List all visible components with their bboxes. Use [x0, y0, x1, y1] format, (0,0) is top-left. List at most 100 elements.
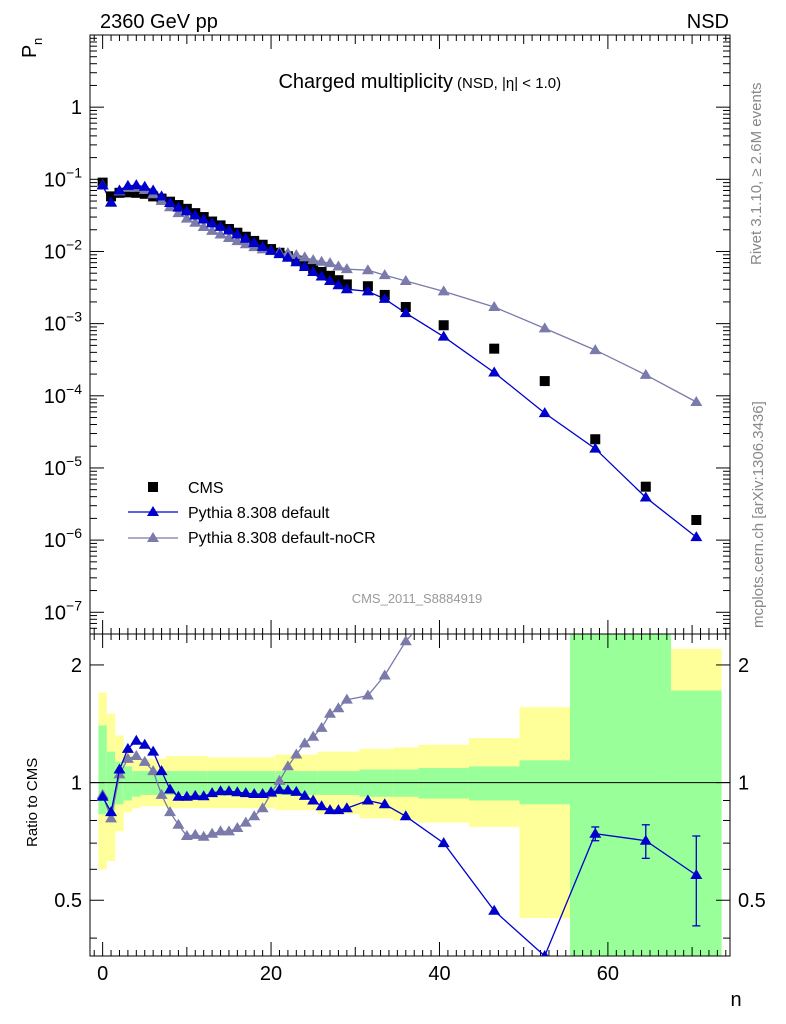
ratio-nocr-point — [340, 693, 353, 704]
pythia-point — [256, 240, 269, 251]
ratio-panel-frame — [89, 633, 731, 957]
ratio-y-tick-label-right: 1 — [738, 773, 749, 795]
ratio-nocr-point — [130, 749, 143, 760]
pythia-point — [96, 179, 109, 190]
nocr-point — [206, 224, 219, 235]
cms-point — [400, 302, 411, 313]
ratio-nocr-point — [138, 755, 151, 766]
process-label: NSD — [687, 11, 729, 33]
ratio-pythia-point — [298, 789, 311, 800]
plot-title: Charged multiplicity — [278, 71, 453, 93]
ratio-nocr-point — [488, 551, 500, 561]
ratio-nocr-point — [147, 765, 160, 776]
pythia-point — [189, 209, 202, 220]
ratio-pythia-point — [690, 869, 703, 880]
band-inner-10 — [359, 769, 394, 797]
top-panel-frame — [89, 34, 731, 635]
energy-label: 2360 GeV pp — [100, 11, 218, 33]
ratio-pythia-point — [281, 784, 294, 795]
legend-nocr-marker — [147, 532, 159, 542]
nocr-point — [180, 212, 193, 223]
legend-nocr-label: Pythia 8.308 default-noCR — [188, 530, 376, 547]
nocr-point — [361, 264, 374, 275]
ratio-nocr-point — [256, 802, 269, 813]
pythia-point — [324, 274, 336, 285]
ratio-nocr-point — [214, 825, 227, 836]
ratio-y-tick-label-right: 2 — [738, 655, 749, 677]
pythia-point — [361, 285, 374, 296]
pythia-point — [399, 307, 412, 318]
pythia-point — [121, 179, 134, 190]
ratio-pythia-point — [361, 794, 374, 805]
ratio-pythia-point — [214, 785, 227, 796]
ratio-pythia-point — [399, 810, 412, 821]
nocr-point — [239, 238, 252, 249]
band-inner-3 — [123, 766, 133, 801]
top-ylabel-group: P n — [19, 38, 45, 58]
plot-title-cut: (NSD, |η| < 1.0) — [457, 75, 561, 92]
nocr-point — [307, 254, 320, 265]
pythia-point — [589, 442, 602, 453]
nocr-point — [332, 260, 345, 271]
cms-point — [691, 515, 702, 526]
legend: CMS Pythia 8.308 default Pythia 8.308 de… — [128, 480, 376, 547]
pythia-point — [138, 180, 151, 191]
top-ylabel: P — [19, 45, 41, 58]
ratio-nocr-point — [222, 825, 235, 836]
ratio-y-tick-label-right: 0.5 — [738, 890, 766, 912]
band-inner-4 — [132, 771, 141, 797]
ratio-nocr-point — [324, 707, 336, 718]
nocr-point — [399, 274, 412, 285]
pythia-point — [172, 201, 185, 212]
nocr-point — [324, 257, 336, 268]
cms-point — [438, 320, 449, 331]
ratio-pythia-point — [378, 798, 391, 809]
nocr-point — [298, 251, 311, 262]
x-tick-label-0: 0 — [97, 963, 108, 985]
ratio-nocr-point — [180, 830, 193, 841]
top-panel-series — [96, 177, 703, 542]
ratio-pythia-point — [147, 745, 160, 756]
ratio-pythia-point — [96, 790, 109, 801]
pythia-point — [488, 366, 501, 377]
ratio-pythia-point — [138, 738, 151, 749]
legend-pythia-label: Pythia 8.308 default — [188, 505, 330, 522]
pythia-point — [639, 491, 652, 502]
top-y-tick-label: 1 — [71, 97, 82, 119]
pythia-point — [273, 248, 286, 259]
pythia-point — [239, 232, 252, 243]
pythia-point — [281, 251, 294, 262]
nocr-point — [639, 368, 652, 379]
axis-ticks: 0 20 40 60 10−7 10−6 10−5 10−4 10−3 10−2 10−1 1 0.5 0… — [44, 34, 766, 985]
pythia-point — [155, 190, 168, 201]
ratio-uncertainty-bands — [98, 634, 722, 956]
top-y-tick-label: 10−5 — [44, 453, 82, 480]
ratio-pythia-point — [172, 790, 185, 801]
pythia-point — [214, 220, 227, 231]
pythia-point — [222, 224, 235, 235]
ratio-pythia-point — [541, 950, 549, 956]
nocr-point — [189, 216, 202, 227]
ratio-panel-series — [96, 490, 703, 956]
ratio-pythia-point — [105, 806, 118, 817]
nocr-point — [690, 396, 703, 407]
pythia-point — [164, 196, 176, 207]
side-rivet-label: Rivet 3.1.10, ≥ 2.6M events — [748, 83, 765, 266]
top-y-tick-label: 10−6 — [44, 525, 82, 552]
ratio-nocr-point — [399, 635, 412, 646]
ratio-pythia-point — [180, 790, 193, 801]
side-source-label: mcplots.cern.ch [arXiv:1306.3436] — [750, 401, 767, 628]
pythia-point — [231, 228, 244, 239]
ratio-pythia-point — [589, 827, 602, 838]
ratio-pythia-point — [315, 800, 328, 811]
pythia-point — [538, 407, 551, 418]
band-inner-15 — [570, 634, 672, 956]
nocr-point — [315, 255, 328, 266]
ratio-pythia-point — [121, 742, 134, 753]
ratio-pythia-point — [290, 785, 303, 796]
cms-point — [640, 481, 651, 492]
ratio-nocr-point — [197, 830, 210, 841]
ratio-nocr-point — [378, 669, 391, 680]
pythia-point — [197, 213, 210, 224]
ratio-nocr-point — [539, 490, 551, 500]
